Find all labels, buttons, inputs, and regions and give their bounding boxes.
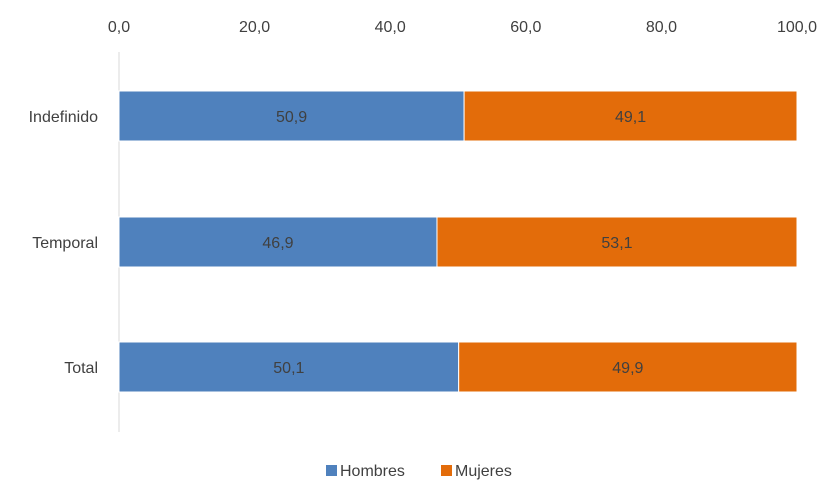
bar-hombres-indefinido [118,90,465,142]
data-label: 50,9 [276,109,307,126]
x-tick-label: 20,0 [239,19,270,36]
bar-mujeres-temporal [436,216,798,268]
x-tick-label: 60,0 [510,19,541,36]
category-label: Total [64,360,98,377]
bar-mujeres-indefinido [463,90,798,142]
bars: 50,9 49,1 46,9 53,1 50,1 49,9 [118,90,798,393]
legend-swatch-mujeres [441,465,452,476]
category-label: Temporal [32,235,98,252]
legend-label-hombres: Hombres [340,463,405,480]
data-label: 49,9 [612,360,643,377]
x-axis-tick-labels: 0,0 20,0 40,0 60,0 80,0 100,0 [108,19,817,36]
legend: Hombres Mujeres [326,463,512,480]
data-label: 49,1 [615,109,646,126]
data-label: 50,1 [273,360,304,377]
x-tick-label: 80,0 [646,19,677,36]
data-label: 46,9 [262,235,293,252]
category-label: Indefinido [29,109,98,126]
legend-label-mujeres: Mujeres [455,463,512,480]
bar-mujeres-total [458,341,798,393]
x-tick-label: 100,0 [777,19,817,36]
x-tick-label: 0,0 [108,19,130,36]
data-label: 53,1 [601,235,632,252]
category-labels: Indefinido Temporal Total [29,109,98,377]
x-tick-label: 40,0 [375,19,406,36]
bar-hombres-temporal [118,216,438,268]
legend-swatch-hombres [326,465,337,476]
